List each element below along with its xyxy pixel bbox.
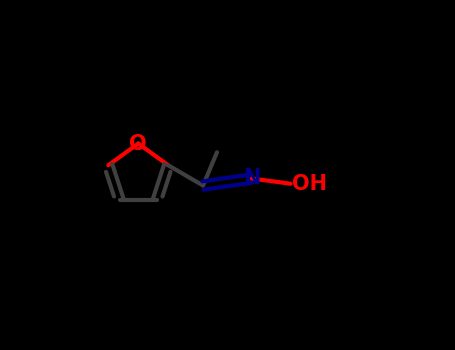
Text: N: N bbox=[243, 168, 261, 189]
Text: OH: OH bbox=[292, 174, 327, 194]
Text: O: O bbox=[129, 133, 147, 154]
